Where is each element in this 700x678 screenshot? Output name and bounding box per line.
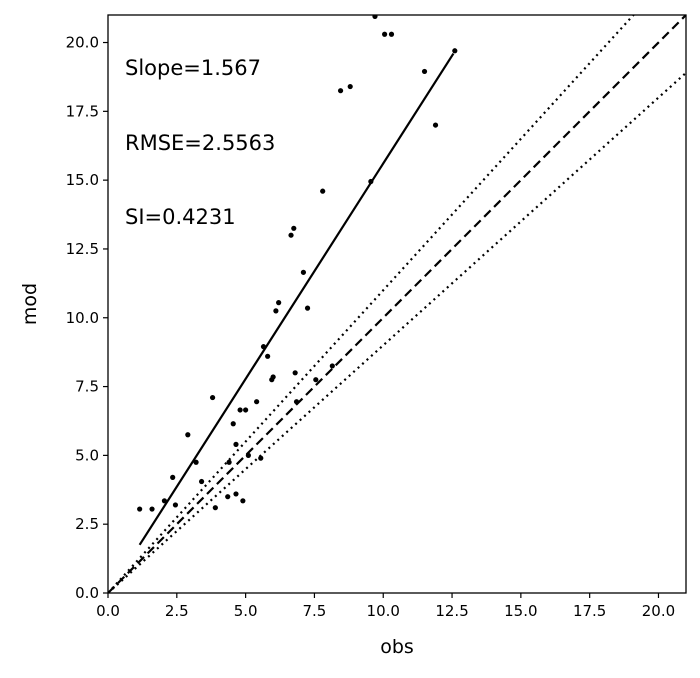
y-tick-label: 0.0 [75, 584, 99, 602]
data-point [149, 506, 155, 512]
x-tick-label: 10.0 [367, 602, 400, 620]
data-point [452, 48, 458, 54]
x-tick-label: 5.0 [234, 602, 258, 620]
y-tick-label: 10.0 [66, 309, 99, 327]
y-axis-label: mod [19, 283, 41, 325]
data-point [265, 353, 271, 359]
slope-annotation: Slope=1.567 [125, 56, 261, 80]
data-point [233, 441, 239, 447]
x-tick-label: 12.5 [435, 602, 468, 620]
data-point [230, 421, 236, 427]
data-point [225, 494, 231, 500]
si-annotation: SI=0.4231 [125, 205, 236, 229]
data-point [172, 502, 179, 508]
data-point [388, 31, 395, 37]
data-point [245, 452, 251, 458]
data-point [372, 15, 378, 19]
data-point [254, 399, 260, 405]
reference-band-line-2 [108, 71, 686, 593]
data-point [293, 399, 300, 405]
data-point [237, 407, 243, 413]
data-point [288, 232, 294, 238]
data-point [185, 432, 191, 438]
x-tick-label: 20.0 [642, 602, 675, 620]
data-point [276, 300, 282, 306]
data-point [320, 188, 326, 194]
data-point [270, 374, 276, 380]
y-tick-label: 17.5 [66, 102, 99, 120]
y-tick-label: 2.5 [75, 515, 99, 533]
x-tick-label: 17.5 [573, 602, 606, 620]
data-point [193, 459, 199, 465]
y-tick-label: 20.0 [66, 34, 99, 52]
identity-line [108, 15, 686, 593]
data-point [313, 377, 319, 383]
data-point [198, 478, 205, 485]
data-point [243, 407, 249, 413]
data-point [304, 305, 311, 311]
data-point [233, 491, 239, 497]
plot-frame [107, 14, 687, 594]
rmse-annotation: RMSE=2.5563 [125, 131, 275, 155]
reference-band-line-1 [108, 15, 635, 593]
data-point [347, 83, 353, 90]
data-point [273, 308, 279, 314]
data-point [300, 269, 307, 275]
x-tick-label: 2.5 [165, 602, 189, 620]
data-point [170, 474, 176, 480]
data-point [212, 505, 218, 511]
data-point [292, 370, 298, 376]
data-point [137, 506, 143, 512]
data-point [368, 178, 374, 185]
data-point [209, 394, 216, 401]
data-point [226, 459, 232, 465]
data-point [240, 498, 246, 504]
y-tick-label: 7.5 [75, 378, 99, 396]
data-point [329, 363, 335, 369]
x-tick-label: 15.0 [504, 602, 537, 620]
data-point [291, 225, 297, 231]
data-point [337, 88, 344, 94]
data-point [258, 455, 264, 461]
regression-line [138, 52, 455, 546]
data-point [421, 68, 428, 75]
data-point [260, 344, 267, 350]
y-tick-label: 12.5 [66, 240, 99, 258]
data-point [432, 122, 439, 128]
x-tick-label: 0.0 [96, 602, 120, 620]
y-tick-label: 5.0 [75, 446, 99, 464]
y-tick-label: 15.0 [66, 171, 99, 189]
x-axis-label: obs [380, 636, 414, 658]
data-point [382, 31, 388, 37]
x-tick-label: 7.5 [302, 602, 326, 620]
data-point [161, 498, 168, 504]
